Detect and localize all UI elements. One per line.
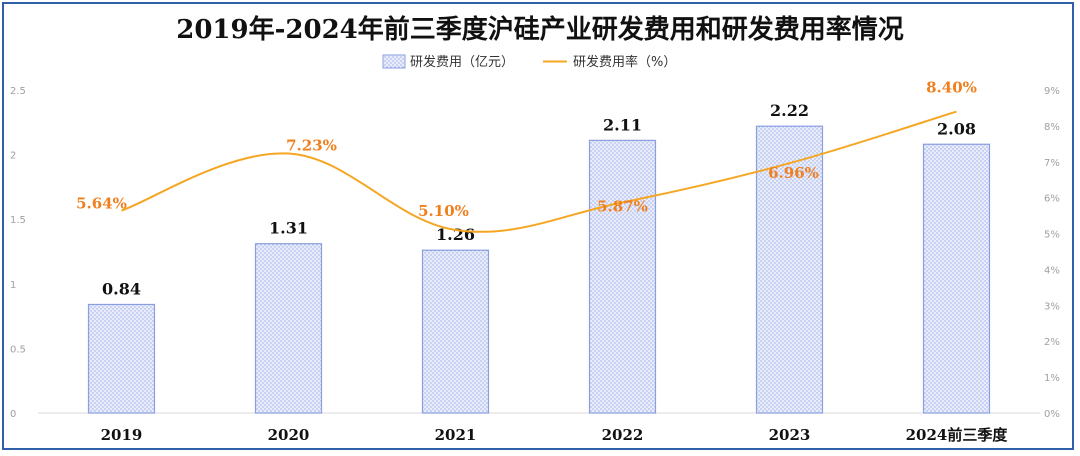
bar <box>755 125 824 414</box>
y-left-tick-label: 2 <box>10 151 16 162</box>
bar-data-label: 2.22 <box>770 101 809 120</box>
y-right-tick-label: 1% <box>1044 373 1060 384</box>
legend: 研发费用（亿元） 研发费用率（%） <box>382 54 676 70</box>
line-series: 5.64% 7.23% 5.10% 5.87% 6.96% 8.40% <box>76 79 977 233</box>
y-right-tick-label: 6% <box>1044 194 1060 205</box>
x-category-label: 2024前三季度 <box>906 426 1009 444</box>
line-data-label: 5.87% <box>597 197 648 215</box>
x-axis-categories: 2019 2020 2021 2022 2023 2024前三季度 <box>101 426 1009 444</box>
y-right-tick-label: 2% <box>1044 337 1060 348</box>
y-left-tick-label: 1 <box>10 280 16 291</box>
series-line <box>121 110 957 233</box>
y-axis-left: 0 0.5 1 1.5 2 2.5 <box>10 86 26 420</box>
legend-swatch-bar <box>382 54 406 69</box>
y-left-tick-label: 2.5 <box>10 86 26 97</box>
x-category-label: 2020 <box>268 426 310 444</box>
bar-data-label: 1.31 <box>269 219 308 238</box>
bar <box>922 143 991 414</box>
y-left-tick-label: 1.5 <box>10 215 26 226</box>
bar-data-label: 1.26 <box>436 225 475 244</box>
y-axis-right: 0% 1% 2% 3% 4% 5% 6% 7% 8% 9% <box>1044 86 1060 420</box>
bar <box>254 243 323 414</box>
legend-label-line: 研发费用率（%） <box>573 54 676 70</box>
bar-series: 0.84 1.31 1.26 2.11 2.22 2.08 <box>87 101 991 414</box>
x-category-label: 2022 <box>602 426 644 444</box>
y-left-tick-label: 0 <box>10 409 16 420</box>
y-right-tick-label: 0% <box>1044 409 1060 420</box>
bar-data-label: 0.84 <box>102 279 141 298</box>
y-right-tick-label: 7% <box>1044 158 1060 169</box>
bar <box>588 139 657 414</box>
chart-frame <box>2 2 1074 450</box>
x-category-label: 2021 <box>435 426 477 444</box>
line-data-label: 8.40% <box>926 79 977 97</box>
y-right-tick-label: 5% <box>1044 230 1060 241</box>
y-right-tick-label: 3% <box>1044 301 1060 312</box>
y-right-tick-label: 4% <box>1044 265 1060 276</box>
bar <box>87 303 156 414</box>
chart-title: 2019年-2024年前三季度沪硅产业研发费用和研发费用率情况 <box>176 14 904 45</box>
y-left-tick-label: 0.5 <box>10 344 26 355</box>
y-right-tick-label: 8% <box>1044 122 1060 133</box>
x-category-label: 2023 <box>769 426 811 444</box>
legend-label-bar: 研发费用（亿元） <box>410 54 514 70</box>
bar-data-label: 2.11 <box>603 115 642 134</box>
line-data-label: 5.10% <box>418 202 469 220</box>
bar-data-label: 2.08 <box>937 119 976 138</box>
x-category-label: 2019 <box>101 426 143 444</box>
line-data-label: 6.96% <box>768 164 819 182</box>
y-right-tick-label: 9% <box>1044 86 1060 97</box>
line-data-label: 7.23% <box>286 137 337 155</box>
line-data-label: 5.64% <box>76 195 127 213</box>
bar <box>421 249 490 414</box>
